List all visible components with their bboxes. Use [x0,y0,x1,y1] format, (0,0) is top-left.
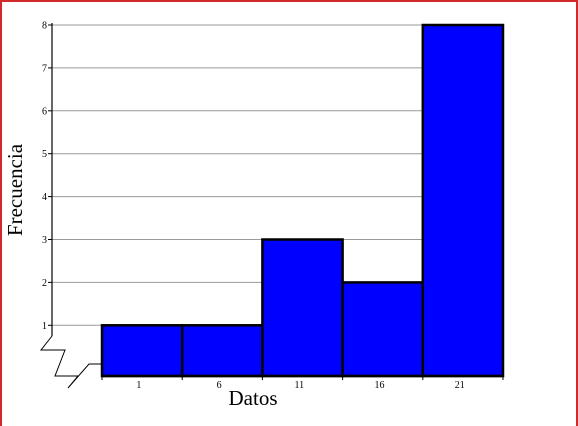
x-tick-label: 6 [217,380,222,391]
y-tick-label: 3 [42,235,47,246]
x-tick-label: 21 [455,380,465,391]
bar-6 [180,324,264,378]
y-axis-title: Frecuencia [3,143,27,236]
y-tick-label: 1 [42,321,47,332]
bars [100,23,505,378]
axes [39,23,504,389]
x-tick-labels: 1 6 11 16 21 [136,380,464,391]
axis-break-zigzag [39,335,102,389]
y-tick-label: 6 [42,106,47,117]
bar-16 [341,281,425,378]
x-tick-label: 1 [136,380,141,391]
y-tick-label: 5 [42,149,47,160]
x-tick-label: 16 [374,380,384,391]
y-tick-label: 7 [42,63,47,74]
bar-21 [421,23,505,378]
x-tick-label: 11 [294,380,304,391]
y-tick-label: 8 [42,21,47,32]
y-tick-labels: 1 2 3 4 5 6 7 8 [42,21,47,332]
x-axis-title: Datos [229,386,278,410]
bar-11 [261,238,344,378]
bar-1 [100,324,184,378]
y-tick-label: 2 [42,278,47,289]
y-tick-label: 4 [42,192,47,203]
